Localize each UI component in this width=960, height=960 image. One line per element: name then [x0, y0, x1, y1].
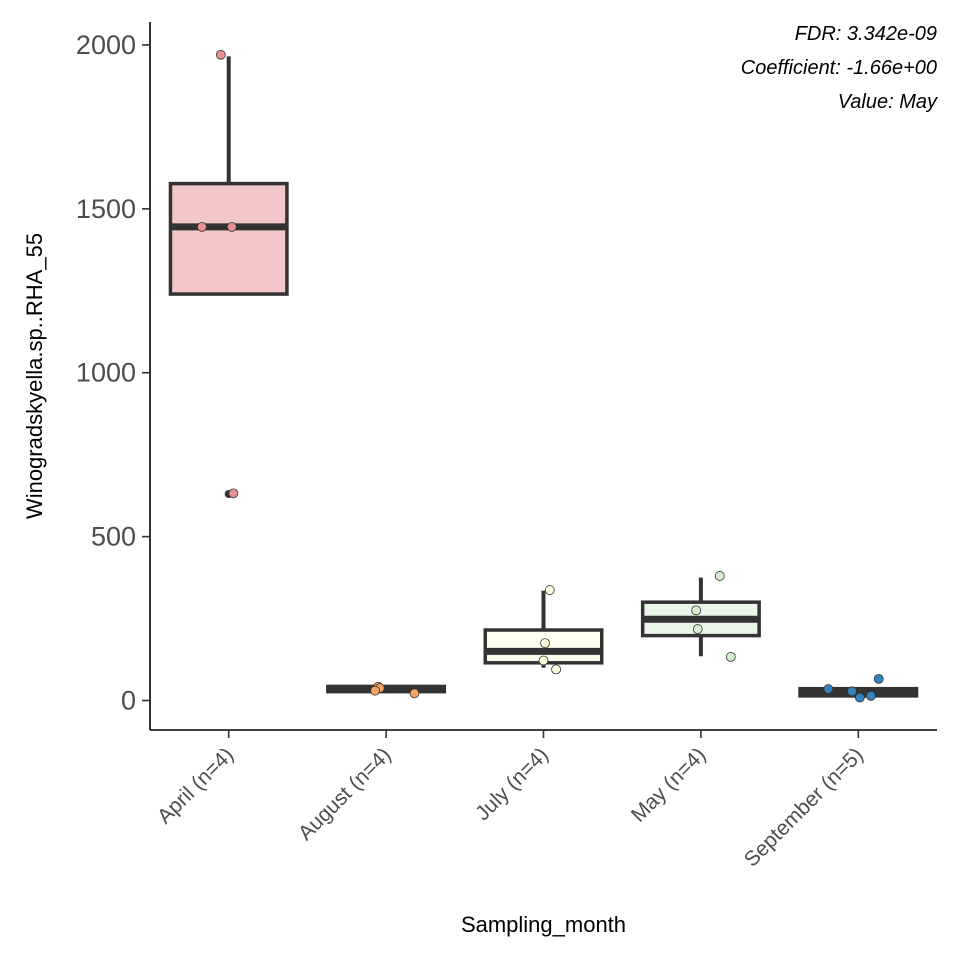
y-tick-label: 500	[91, 522, 136, 552]
data-point	[228, 488, 239, 499]
data-point	[370, 685, 380, 696]
y-tick-label: 1500	[76, 194, 136, 224]
stat-annotation: Value: May	[838, 91, 938, 113]
data-point	[692, 624, 703, 634]
y-tick-label: 1000	[76, 358, 136, 388]
data-point	[847, 686, 857, 697]
y-tick-label: 0	[121, 686, 136, 716]
axis-layer: 0 500 1000 1500 2000 April (n=4) August (n=4) J…	[22, 22, 937, 937]
y-tick-label: 2000	[76, 30, 136, 60]
stat-annotation: Coefficient: -1.66e+00	[741, 57, 937, 79]
data-point	[538, 655, 549, 666]
x-axis-title: Sampling_month	[461, 912, 626, 937]
box-body	[168, 181, 289, 296]
data-point	[725, 652, 736, 662]
x-tick-label: July (n=4)	[471, 743, 553, 825]
y-axis-title: Winogradskyella.sp..RHA_55	[22, 233, 47, 519]
data-point	[544, 585, 555, 595]
x-tick-label: May (n=4)	[627, 743, 711, 827]
data-point	[823, 684, 834, 694]
box-layer	[168, 56, 919, 698]
data-point	[691, 605, 702, 616]
data-point	[226, 221, 237, 232]
data-point	[409, 688, 420, 699]
stat-annotation: FDR: 3.342e-09	[795, 23, 937, 45]
x-tick-label: September (n=5)	[740, 743, 868, 871]
x-tick-label: April (n=4)	[153, 743, 238, 828]
data-point	[540, 638, 550, 649]
point-layer	[197, 49, 884, 703]
annotation-layer: FDR: 3.342e-09 Coefficient: -1.66e+00 Valu…	[741, 23, 938, 113]
data-point	[714, 571, 725, 581]
data-point	[197, 221, 207, 232]
x-tick-label: August (n=4)	[294, 743, 396, 845]
data-point	[873, 673, 884, 684]
data-point	[215, 49, 226, 60]
data-point	[551, 664, 561, 675]
data-point	[865, 691, 876, 701]
data-point	[854, 692, 865, 703]
